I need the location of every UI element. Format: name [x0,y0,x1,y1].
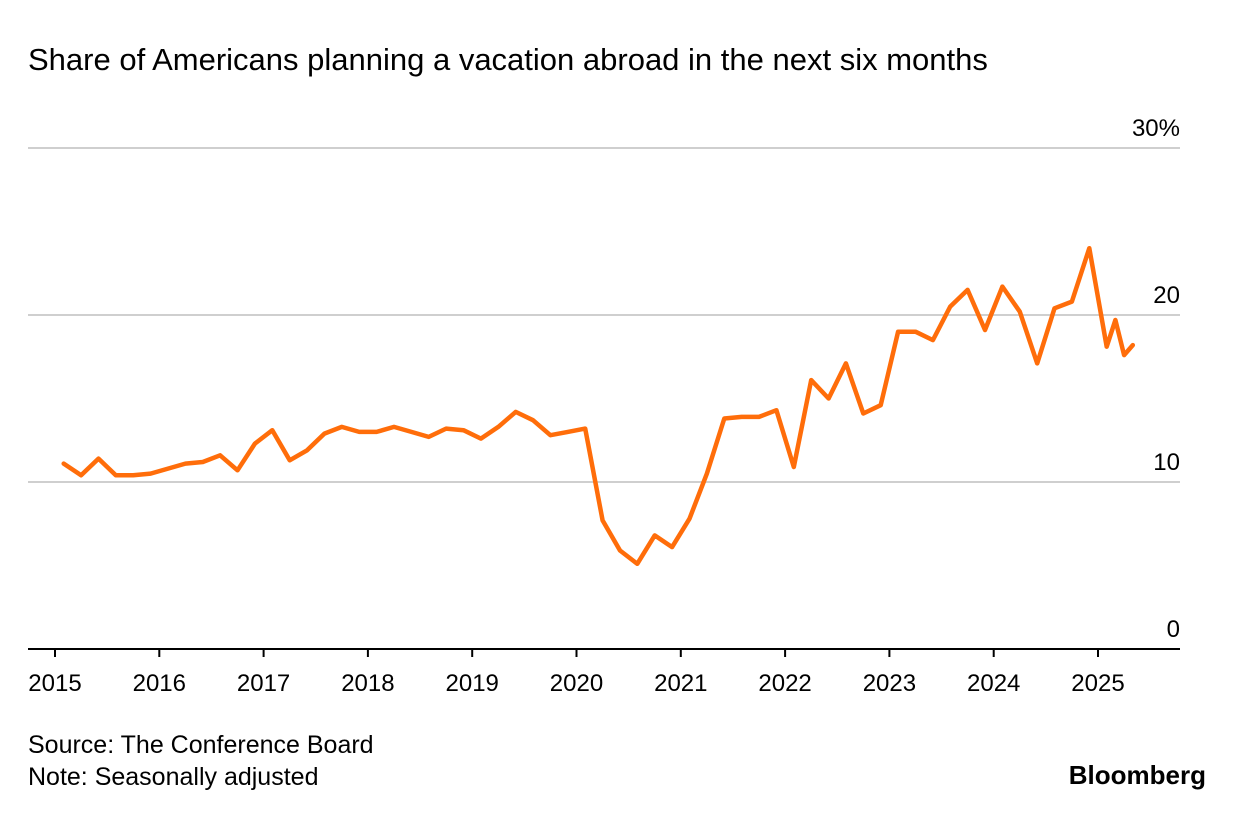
bloomberg-logo: Bloomberg [1068,760,1206,790]
chart-title: Share of Americans planning a vacation a… [28,42,988,77]
y-tick-label: 20 [1153,282,1180,309]
x-tick-label: 2025 [1071,670,1124,697]
y-tick-label: 30% [1132,115,1180,142]
y-tick-label: 0 [1167,616,1180,643]
x-tick-label: 2020 [550,670,603,697]
x-tick-label: 2016 [133,670,186,697]
x-tick-label: 2022 [758,670,811,697]
x-tick-label: 2017 [237,670,290,697]
x-tick-label: 2018 [341,670,394,697]
footnote: Note: Seasonally adjusted [28,763,319,791]
y-tick-label: 10 [1153,449,1180,476]
gridlines [28,147,1180,483]
series-line [61,245,1136,567]
x-tick-label: 2024 [967,670,1020,697]
source-note: Source: The Conference Board [28,731,374,759]
y-axis-ticks: 30% 20 10 0 [1132,115,1180,643]
x-tick-label: 2015 [28,670,81,697]
x-axis: 2015 2016 2017 2018 2019 2020 2021 2022 2023 2024… [28,648,1180,697]
x-tick-label: 2021 [654,670,707,697]
x-tick-label: 2019 [446,670,499,697]
x-tick-label: 2023 [863,670,916,697]
series-line-group [61,245,1136,567]
